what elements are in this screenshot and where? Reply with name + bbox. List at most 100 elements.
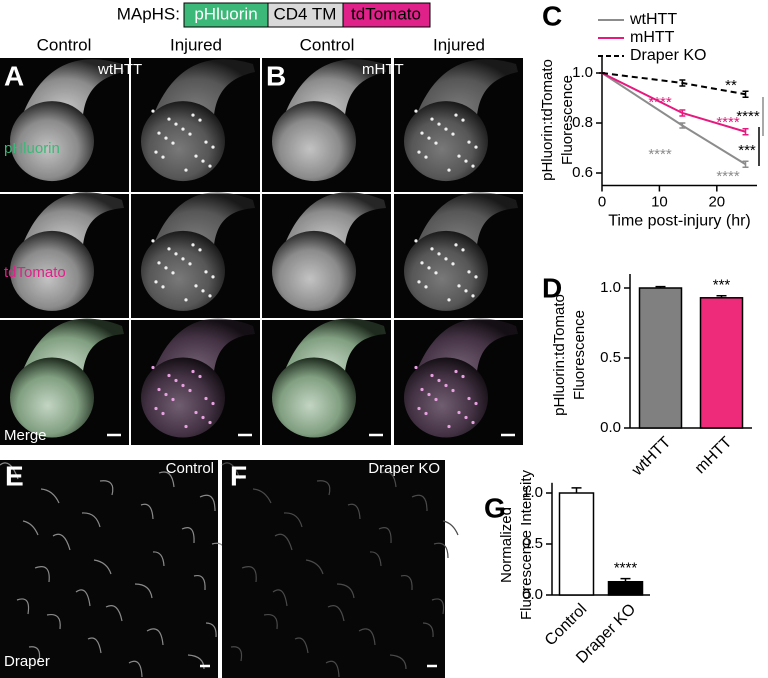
puncta xyxy=(461,374,465,379)
puncta xyxy=(188,388,192,393)
draper-signal xyxy=(205,622,217,638)
y-axis-label: Fluorescence xyxy=(559,75,576,165)
puncta xyxy=(191,113,195,117)
legend-label: Draper KO xyxy=(630,47,706,64)
draper-signal xyxy=(140,503,154,520)
draper-signal xyxy=(336,583,355,599)
error-bar xyxy=(742,160,749,168)
puncta xyxy=(167,117,171,121)
y-axis-label: Normalized xyxy=(498,507,515,583)
puncta xyxy=(457,154,461,158)
y-tick-label: 0.8 xyxy=(572,114,593,131)
puncta xyxy=(417,280,421,284)
column-title: Control xyxy=(37,35,92,54)
draper-signal xyxy=(87,637,102,654)
axon-tract xyxy=(272,59,386,182)
panel-label: D xyxy=(542,272,562,303)
puncta xyxy=(467,140,471,144)
draper-signal xyxy=(263,613,278,630)
draper-signal xyxy=(16,598,30,615)
puncta xyxy=(464,415,468,420)
puncta xyxy=(181,257,185,261)
axon-tract xyxy=(272,318,386,438)
puncta xyxy=(451,388,455,393)
draper-signal xyxy=(369,551,382,567)
draper-signal xyxy=(294,637,309,654)
puncta xyxy=(167,373,171,378)
tract-body xyxy=(10,230,94,311)
puncta xyxy=(181,127,185,131)
draper-signal xyxy=(105,605,123,622)
puncta xyxy=(454,369,458,374)
puncta xyxy=(430,247,434,251)
puncta xyxy=(467,396,471,401)
puncta xyxy=(161,285,165,289)
puncta xyxy=(451,262,455,266)
error-bar xyxy=(742,128,749,136)
puncta xyxy=(447,424,451,429)
puncta xyxy=(451,132,455,136)
bar xyxy=(558,492,595,596)
draper-signal xyxy=(221,462,241,480)
construct-part: tdTomato xyxy=(351,4,421,23)
column-title: Control xyxy=(300,35,355,54)
puncta xyxy=(474,275,478,279)
puncta xyxy=(461,118,465,122)
puncta xyxy=(151,239,155,243)
construct-part: pHluorin xyxy=(194,4,257,23)
draper-signal xyxy=(128,660,143,678)
puncta xyxy=(174,378,178,383)
draper-signal xyxy=(241,566,257,583)
error-bar xyxy=(655,285,666,288)
draper-signal xyxy=(93,559,112,575)
draper-signal xyxy=(52,533,71,551)
axon-tract xyxy=(10,192,124,311)
puncta xyxy=(437,122,441,126)
significance-label: **** xyxy=(648,94,672,111)
construct-box xyxy=(267,2,344,28)
puncta xyxy=(154,280,158,284)
puncta xyxy=(194,154,198,158)
draper-signal xyxy=(283,512,303,528)
puncta xyxy=(434,141,438,145)
x-tick-label: 20 xyxy=(708,193,725,210)
puncta xyxy=(467,270,471,274)
puncta xyxy=(157,261,161,265)
significance-label: **** xyxy=(716,168,740,185)
puncta xyxy=(471,294,475,298)
puncta xyxy=(420,131,424,135)
draper-signal xyxy=(34,566,50,583)
error-bar xyxy=(679,122,686,129)
puncta xyxy=(457,284,461,288)
puncta xyxy=(427,266,431,270)
y-axis-label: Fluorescence xyxy=(571,310,588,400)
puncta xyxy=(430,373,434,378)
puncta xyxy=(151,109,155,113)
draper-signal xyxy=(325,660,340,678)
puncta xyxy=(151,365,155,370)
bar xyxy=(638,287,683,429)
puncta xyxy=(457,410,461,415)
draper-signal xyxy=(22,520,39,536)
puncta xyxy=(464,159,468,163)
draper-signal xyxy=(152,551,165,567)
draper-signal xyxy=(252,488,272,504)
error-bar xyxy=(679,109,686,117)
puncta xyxy=(447,298,451,302)
puncta xyxy=(154,406,158,411)
channel-label: tdTomato xyxy=(4,264,66,281)
puncta xyxy=(474,145,478,149)
draper-signal xyxy=(442,520,459,536)
draper-signal xyxy=(347,503,361,520)
significance-label: *** xyxy=(738,142,756,159)
puncta xyxy=(194,284,198,288)
micrographs xyxy=(0,58,523,678)
draper-signal xyxy=(431,598,445,615)
draper-signal xyxy=(134,583,153,599)
tract-body xyxy=(404,101,488,182)
panel-label: E xyxy=(5,460,24,491)
puncta xyxy=(184,168,188,172)
puncta xyxy=(414,365,418,370)
draper-signal xyxy=(193,574,206,591)
